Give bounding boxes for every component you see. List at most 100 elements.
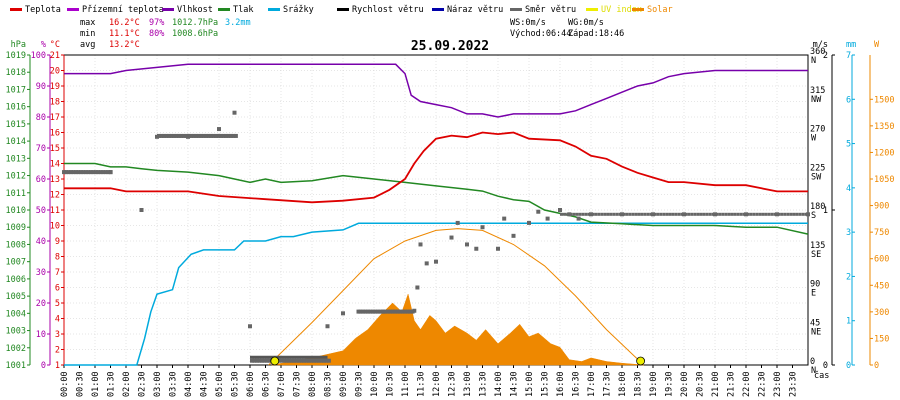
wind-direction-point	[653, 212, 656, 216]
wind-direction-point	[736, 212, 740, 216]
wind-direction-point	[267, 358, 272, 363]
rain-line	[64, 222, 808, 366]
wind-direction-point	[415, 285, 420, 290]
temperature-line	[64, 131, 808, 204]
pct-tick-label: 90	[36, 82, 46, 92]
wind-direction-point	[179, 133, 184, 138]
c-tick-label: 10	[50, 222, 60, 232]
hpa-tick-label: 1003	[6, 327, 26, 337]
x-tick-label: 09:00	[339, 371, 349, 397]
wind-direction-point	[226, 133, 231, 138]
chart-title: 25.09.2022	[411, 39, 489, 54]
wind-direction-point	[674, 212, 678, 216]
wind-direction-point	[231, 133, 236, 138]
wind-direction-point	[297, 358, 302, 363]
wind-direction-point	[321, 358, 326, 363]
x-tick-label: 14:00	[494, 371, 504, 397]
mm-tick-label: 5	[846, 140, 851, 150]
pct-tick-label: 30	[36, 268, 46, 278]
wind-direction-point	[108, 170, 113, 175]
wind-direction-point	[560, 212, 563, 216]
wind-direction-point	[299, 358, 304, 363]
wind-direction-point	[449, 235, 454, 240]
hpa-tick-label: 1002	[6, 344, 26, 354]
x-tick-label: 02:30	[138, 371, 148, 397]
wind-direction-point	[615, 212, 619, 216]
wind-direction-point	[558, 208, 562, 212]
legend-label: Solar	[647, 5, 673, 15]
wind-direction-point	[474, 246, 479, 251]
wind-direction-point	[690, 212, 694, 216]
x-tick-label: 18:30	[634, 371, 644, 397]
wind-direction-point	[106, 170, 111, 175]
wind-direction-point	[746, 212, 749, 216]
wind-direction-point	[380, 309, 385, 314]
wind-direction-point	[316, 358, 321, 363]
pct-tick-label: 10	[36, 330, 46, 340]
c-tick-label: 11	[50, 206, 60, 216]
sunset-value: Západ:18:46	[568, 29, 624, 39]
avg-label: avg	[80, 40, 95, 50]
wind-direction-point	[98, 170, 103, 175]
pct-tick-label: 70	[36, 144, 46, 154]
deg-tick-label: 180	[810, 202, 825, 212]
wind-direction-point	[174, 133, 179, 138]
hpa-tick-label: 1007	[6, 258, 26, 268]
wind-direction-point	[702, 212, 706, 216]
stats-block: max 16.2°C 97% 1012.7hPa 3.2mm min 11.1°…	[80, 18, 624, 50]
wind-direction-point	[749, 212, 753, 216]
wind-direction-point	[262, 358, 267, 363]
wind-direction-point	[169, 133, 174, 138]
x-tick-label: 10:30	[386, 371, 396, 397]
wind-direction-point	[576, 216, 581, 221]
dir-tick-label: NW	[811, 95, 822, 105]
wind-direction-point	[804, 212, 808, 216]
mm-tick-label: 1	[846, 317, 851, 327]
wind-direction-point	[625, 212, 629, 216]
wind-direction-point	[279, 358, 284, 363]
x-tick-label: 22:00	[742, 371, 752, 397]
x-tick-label: 18:00	[618, 371, 628, 397]
wind-direction-point	[600, 212, 604, 216]
wind-direction-point	[161, 133, 166, 138]
max-press: 1012.7hPa	[172, 18, 218, 28]
wind-direction-point	[777, 212, 780, 216]
wind-direction-point	[403, 309, 408, 314]
pct-tick-label: 0	[41, 361, 46, 371]
wind-direction-point	[806, 212, 810, 217]
wind-direction-point	[219, 133, 223, 138]
x-tick-label: 03:30	[169, 371, 179, 397]
wind-direction-point	[622, 212, 625, 216]
x-tick-label: 04:00	[184, 371, 194, 397]
wind-direction-point	[257, 358, 262, 363]
wind-direction-point	[365, 309, 370, 314]
x-tick-label: 15:30	[541, 371, 551, 397]
wind-direction-point	[171, 133, 176, 138]
hpa-tick-label: 1018	[6, 68, 26, 78]
x-tick-label: 19:30	[665, 371, 675, 397]
mm-tick-label: 2	[846, 272, 851, 282]
wind-direction-point	[264, 358, 269, 363]
wind-direction-point	[304, 358, 309, 363]
x-tick-label: 22:30	[758, 371, 768, 397]
mm-tick-label: 7	[846, 51, 851, 61]
wind-direction-point	[637, 212, 641, 216]
wind-direction-point	[375, 309, 380, 314]
wind-direction-point	[199, 133, 204, 138]
legend-swatch	[268, 8, 280, 11]
wind-direction-point	[643, 212, 647, 216]
wind-direction-point	[228, 133, 233, 138]
wind-direction-point	[302, 358, 307, 363]
wind-direction-point	[496, 246, 500, 251]
deg-tick-label: 90	[810, 280, 820, 290]
wind-direction-point	[575, 212, 579, 216]
legend-swatch	[632, 8, 644, 11]
w-tick-label: 300	[874, 308, 889, 318]
wind-direction-point	[699, 212, 703, 216]
wind-direction-point	[410, 309, 415, 314]
x-tick-label: 16:00	[556, 371, 566, 397]
mm-tick-label: 0	[846, 361, 851, 371]
x-tick-label: 01:00	[91, 371, 101, 397]
ms-tick-label: 2	[823, 51, 828, 61]
hpa-tick-label: 1012	[6, 172, 26, 182]
